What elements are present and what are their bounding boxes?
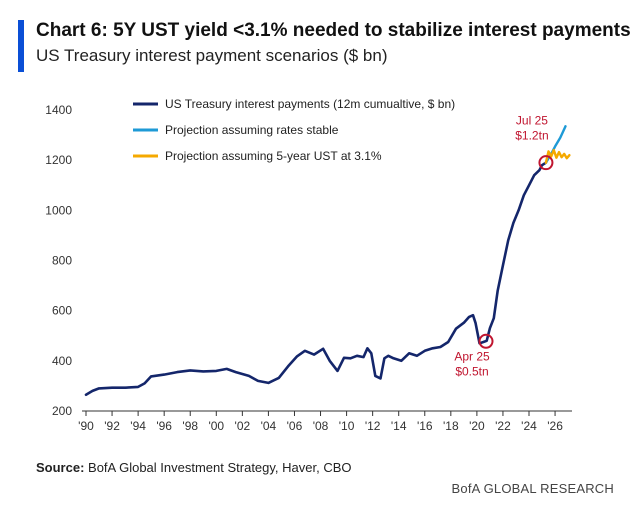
x-tick-label: '98 — [182, 419, 198, 433]
annotation-value: $1.2tn — [515, 129, 548, 143]
x-tick-label: '12 — [365, 419, 381, 433]
chart-title: Chart 6: 5Y UST yield <3.1% needed to st… — [36, 20, 631, 41]
annotation-value: $0.5tn — [455, 364, 488, 378]
title-accent-bar — [18, 20, 24, 72]
main-series-line — [84, 161, 548, 397]
x-tick-label: '90 — [78, 419, 94, 433]
x-axis-tick-labels: '90 '92 '94 '96 '98 '00 '02 '04 '06 '08 '10 '12 '14 '… — [78, 411, 563, 433]
x-tick-label: '24 — [521, 419, 537, 433]
x-tick-label: '94 — [130, 419, 146, 433]
annotations: Jul 25$1.2tn Apr 25$0.5tn — [454, 114, 554, 378]
legend-entry-main: US Treasury interest payments (12m cumua… — [165, 97, 455, 111]
x-tick-label: '00 — [208, 419, 224, 433]
chart-subtitle: US Treasury interest payment scenarios (… — [36, 46, 388, 65]
x-tick-label: '14 — [391, 419, 407, 433]
x-tick-label: '04 — [261, 419, 277, 433]
x-tick-label: '22 — [495, 419, 511, 433]
y-tick-label: 800 — [52, 254, 72, 268]
x-tick-label: '92 — [104, 419, 120, 433]
y-tick-label: 1000 — [45, 203, 72, 217]
y-tick-label: 600 — [52, 304, 72, 318]
x-tick-label: '18 — [443, 419, 459, 433]
x-tick-label: '08 — [313, 419, 329, 433]
y-tick-label: 400 — [52, 354, 72, 368]
brand-label: BofA GLOBAL RESEARCH — [451, 481, 614, 496]
annotation-marker — [478, 333, 494, 349]
x-tick-label: '06 — [287, 419, 303, 433]
x-tick-label: '26 — [547, 419, 563, 433]
ust-3-1-projection-line — [544, 148, 571, 164]
x-tick-label: '10 — [339, 419, 355, 433]
y-axis-tick-labels: 200 400 600 800 1000 1200 1400 — [45, 103, 72, 418]
source-note: Source: BofA Global Investment Strategy,… — [36, 460, 352, 475]
x-tick-label: '96 — [156, 419, 172, 433]
annotation-date: Apr 25 — [454, 349, 490, 363]
legend: US Treasury interest payments (12m cumua… — [133, 97, 455, 163]
x-tick-label: '16 — [417, 419, 433, 433]
series-lines — [84, 125, 571, 397]
y-tick-label: 200 — [52, 404, 72, 418]
annotation-marker — [538, 155, 554, 171]
annotation-date: Jul 25 — [516, 114, 548, 128]
legend-entry-ust-3-1: Projection assuming 5-year UST at 3.1% — [165, 149, 382, 163]
source-text: BofA Global Investment Strategy, Haver, … — [84, 460, 352, 475]
y-tick-label: 1200 — [45, 153, 72, 167]
x-tick-label: '20 — [469, 419, 485, 433]
chart-area: 200 400 600 800 1000 1200 1400 '90 '92 '94 '96 '98… — [45, 97, 572, 433]
legend-entry-rates-stable: Projection assuming rates stable — [165, 123, 339, 137]
x-tick-label: '02 — [235, 419, 251, 433]
source-label: Source: — [36, 460, 85, 475]
y-tick-label: 1400 — [45, 103, 72, 117]
